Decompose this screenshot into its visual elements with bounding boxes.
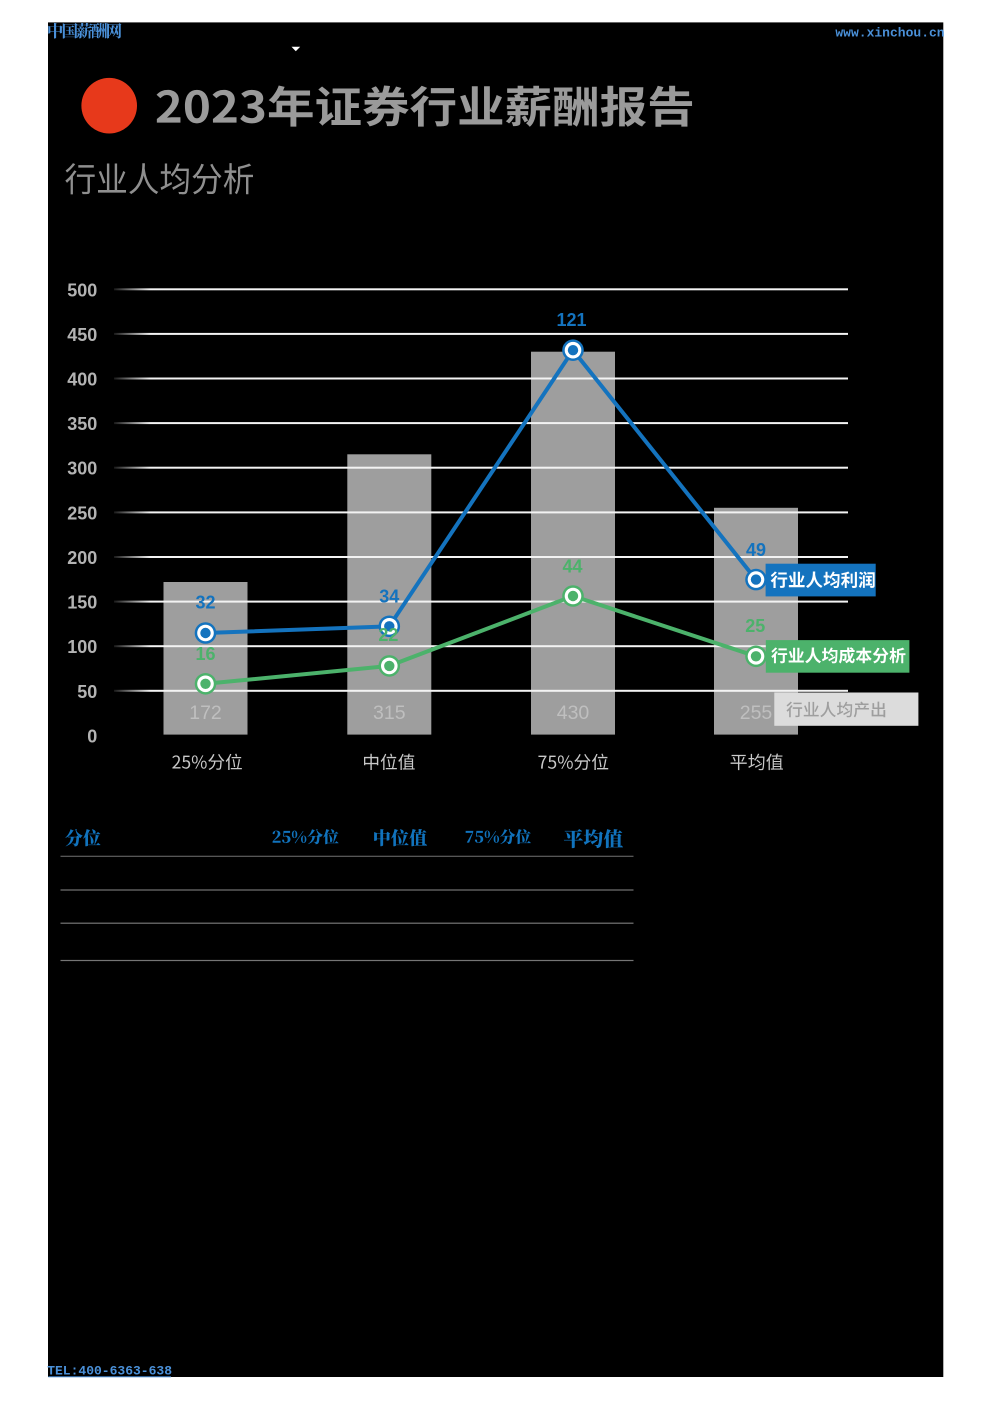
svg-text:44: 44 [562,556,582,576]
svg-text:16: 16 [195,644,215,664]
svg-text:315: 315 [373,702,406,724]
svg-text:32: 32 [195,593,215,613]
svg-text:430: 430 [557,702,590,724]
svg-text:400: 400 [67,370,97,390]
svg-text:250: 250 [67,503,97,523]
svg-text:500: 500 [67,280,97,300]
svg-text:50: 50 [77,682,97,702]
svg-text:150: 150 [67,593,97,613]
svg-text:100: 100 [67,637,97,657]
svg-text:121: 121 [556,310,586,330]
svg-text:TEL:400-6363-638: TEL:400-6363-638 [47,1364,172,1379]
svg-text:450: 450 [67,325,97,345]
svg-text:34: 34 [379,586,399,606]
svg-text:255: 255 [740,702,773,724]
svg-text:300: 300 [67,459,97,479]
svg-text:200: 200 [67,548,97,568]
svg-text:0: 0 [87,726,97,746]
svg-text:www.xinchou.cn: www.xinchou.cn [835,26,944,41]
svg-text:350: 350 [67,414,97,434]
svg-text:25: 25 [745,616,765,636]
svg-text:22: 22 [378,625,398,645]
svg-text:172: 172 [189,702,222,724]
svg-text:49: 49 [746,540,766,560]
